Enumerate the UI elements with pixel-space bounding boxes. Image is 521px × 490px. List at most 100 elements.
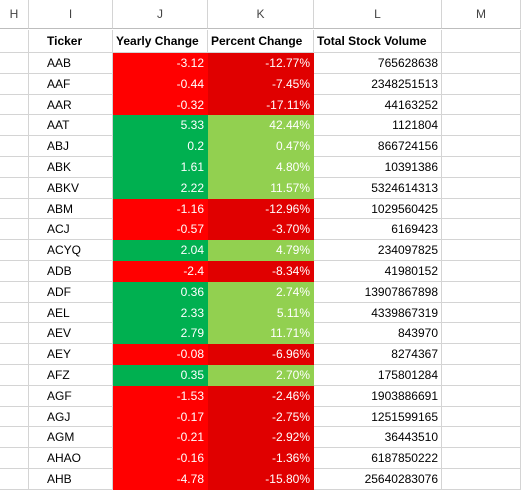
cell-empty[interactable] (29, 115, 44, 137)
cell-empty[interactable] (0, 323, 29, 345)
cell-total-volume[interactable]: 843970 (314, 323, 442, 345)
cell-empty[interactable] (0, 427, 29, 449)
cell-empty[interactable] (442, 115, 521, 137)
cell-empty[interactable] (29, 261, 44, 282)
cell-empty[interactable] (0, 219, 29, 241)
cell-empty[interactable] (29, 95, 44, 116)
cell-empty[interactable] (0, 261, 29, 282)
cell-percent-change[interactable]: -1.36% (208, 448, 314, 469)
cell-ticker[interactable]: ADF (44, 281, 113, 303)
cell-total-volume[interactable]: 1251599165 (314, 406, 442, 428)
header-percent-change[interactable]: Percent Change (208, 30, 314, 53)
cell-empty[interactable] (442, 157, 521, 178)
cell-percent-change[interactable]: 4.80% (208, 157, 314, 178)
cell-yearly-change[interactable]: -0.16 (113, 448, 208, 469)
column-header-k[interactable]: K (208, 0, 314, 29)
cell-ticker[interactable]: AGJ (44, 406, 113, 428)
cell-total-volume[interactable]: 866724156 (314, 136, 442, 157)
cell-empty[interactable] (442, 427, 521, 449)
cell-ticker[interactable]: ABM (44, 198, 113, 220)
cell-percent-change[interactable]: -8.34% (208, 261, 314, 282)
cell-percent-change[interactable]: 2.70% (208, 365, 314, 386)
cell-empty[interactable] (442, 261, 521, 282)
cell-yearly-change[interactable]: -0.08 (113, 344, 208, 365)
cell-empty[interactable] (29, 427, 44, 449)
cell-percent-change[interactable]: -7.45% (208, 73, 314, 95)
cell-empty[interactable] (442, 30, 521, 53)
cell-yearly-change[interactable]: 0.36 (113, 281, 208, 303)
cell-empty[interactable] (0, 240, 29, 261)
cell-total-volume[interactable]: 13907867898 (314, 281, 442, 303)
cell-empty[interactable] (442, 73, 521, 95)
column-header-m[interactable]: M (442, 0, 521, 29)
cell-percent-change[interactable]: -3.70% (208, 219, 314, 241)
cell-yearly-change[interactable]: 2.33 (113, 302, 208, 324)
cell-ticker[interactable]: AEL (44, 302, 113, 324)
cell-ticker[interactable]: AGF (44, 385, 113, 407)
cell-empty[interactable] (0, 448, 29, 469)
cell-empty[interactable] (442, 136, 521, 157)
cell-empty[interactable] (0, 406, 29, 428)
cell-yearly-change[interactable]: -4.78 (113, 469, 208, 490)
cell-empty[interactable] (29, 303, 44, 324)
cell-percent-change[interactable]: -2.92% (208, 427, 314, 449)
cell-ticker[interactable]: AAT (44, 115, 113, 137)
cell-empty[interactable] (0, 30, 29, 53)
cell-total-volume[interactable]: 1903886691 (314, 385, 442, 407)
cell-empty[interactable] (29, 53, 44, 74)
column-header-i[interactable]: I (29, 0, 113, 29)
cell-total-volume[interactable]: 10391386 (314, 157, 442, 178)
cell-total-volume[interactable]: 36443510 (314, 427, 442, 449)
cell-empty[interactable] (442, 365, 521, 386)
cell-empty[interactable] (29, 323, 44, 345)
cell-total-volume[interactable]: 234097825 (314, 240, 442, 261)
cell-ticker[interactable]: AFZ (44, 365, 113, 386)
cell-ticker[interactable]: ABJ (44, 136, 113, 157)
cell-yearly-change[interactable]: -0.21 (113, 427, 208, 449)
cell-percent-change[interactable]: 11.71% (208, 323, 314, 345)
cell-percent-change[interactable]: 2.74% (208, 281, 314, 303)
cell-total-volume[interactable]: 765628638 (314, 53, 442, 74)
cell-empty[interactable] (442, 323, 521, 345)
cell-empty[interactable] (0, 53, 29, 74)
cell-ticker[interactable]: ACYQ (44, 240, 113, 261)
cell-percent-change[interactable]: -17.11% (208, 94, 314, 116)
cell-empty[interactable] (29, 199, 44, 220)
cell-percent-change[interactable]: 42.44% (208, 115, 314, 137)
cell-yearly-change[interactable]: 5.33 (113, 115, 208, 137)
cell-yearly-change[interactable]: -3.12 (113, 53, 208, 74)
cell-empty[interactable] (29, 157, 44, 178)
cell-empty[interactable] (0, 115, 29, 137)
cell-total-volume[interactable]: 6187850222 (314, 448, 442, 469)
cell-ticker[interactable]: ADB (44, 261, 113, 282)
cell-empty[interactable] (0, 365, 29, 386)
cell-yearly-change[interactable]: 0.35 (113, 365, 208, 386)
cell-total-volume[interactable]: 2348251513 (314, 73, 442, 95)
cell-empty[interactable] (29, 178, 44, 199)
cell-percent-change[interactable]: -15.80% (208, 469, 314, 490)
cell-percent-change[interactable]: 4.79% (208, 240, 314, 261)
cell-total-volume[interactable]: 44163252 (314, 94, 442, 116)
cell-total-volume[interactable]: 1029560425 (314, 198, 442, 220)
cell-yearly-change[interactable]: -0.44 (113, 73, 208, 95)
cell-total-volume[interactable]: 25640283076 (314, 469, 442, 490)
cell-empty[interactable] (442, 344, 521, 365)
cell-yearly-change[interactable]: 0.2 (113, 136, 208, 157)
header-total-volume[interactable]: Total Stock Volume (314, 30, 442, 53)
cell-empty[interactable] (442, 469, 521, 490)
cell-yearly-change[interactable]: -2.4 (113, 261, 208, 282)
cell-ticker[interactable]: ACJ (44, 219, 113, 241)
cell-empty[interactable] (442, 302, 521, 324)
cell-empty[interactable] (29, 407, 44, 428)
cell-ticker[interactable]: AEY (44, 344, 113, 365)
cell-empty[interactable] (29, 74, 44, 95)
cell-yearly-change[interactable]: -0.32 (113, 94, 208, 116)
cell-percent-change[interactable]: 0.47% (208, 136, 314, 157)
cell-empty[interactable] (29, 282, 44, 303)
header-ticker[interactable]: Ticker (44, 30, 113, 53)
cell-ticker[interactable]: AAR (44, 94, 113, 116)
cell-yearly-change[interactable]: -1.53 (113, 385, 208, 407)
cell-total-volume[interactable]: 8274367 (314, 344, 442, 365)
cell-empty[interactable] (0, 94, 29, 116)
cell-ticker[interactable]: ABK (44, 157, 113, 178)
